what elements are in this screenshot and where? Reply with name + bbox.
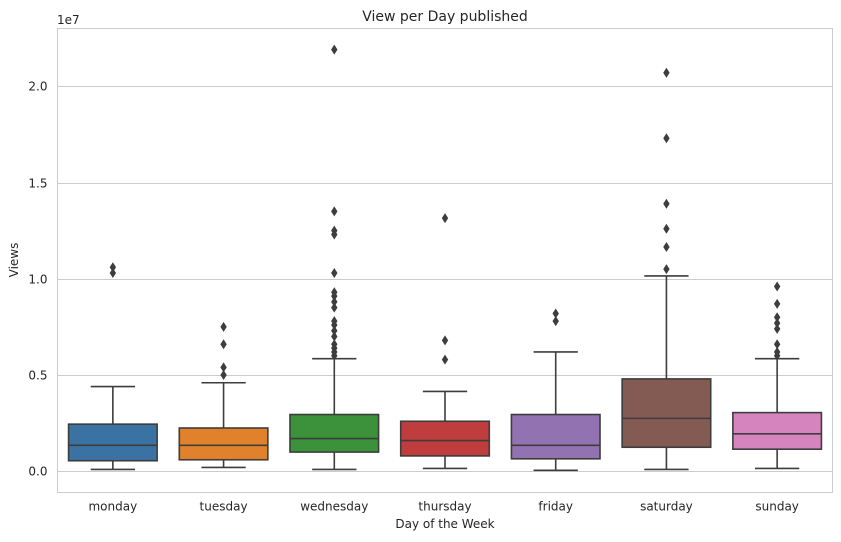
box-iqr [621,378,712,449]
outlier-point [331,296,338,307]
box-iqr [289,413,380,453]
x-axis-label: Day of the Week [395,517,494,531]
box-group-friday [510,308,601,472]
outlier-point [663,264,670,275]
y-tick-label: 0.5 [28,369,47,383]
outlier-point [331,325,338,336]
outlier-point [220,370,227,381]
outlier-point [773,298,781,309]
x-tick-label: tuesday [200,500,248,514]
y-axis-ticks: 0.0 0.5 1.0 1.5 2.0 [28,80,47,479]
box-iqr [732,411,823,450]
box-group-saturday [621,67,712,471]
x-tick-label: friday [538,500,573,514]
outlier-point [663,133,670,144]
outlier-point [663,223,670,234]
x-tick-label: saturday [640,500,693,514]
outlier-point [331,44,338,55]
outlier-point [109,262,117,273]
outlier-point [773,318,781,329]
outlier-point [663,67,670,78]
y-tick-label: 2.0 [28,80,47,94]
grid-lines [57,86,833,472]
outlier-point [331,316,338,327]
outlier-point [220,321,227,332]
outlier-point [220,362,227,373]
x-tick-label: sunday [755,500,799,514]
box-iqr [178,427,269,461]
box-group-thursday [399,213,491,470]
outlier-point [773,312,781,323]
box-group-monday [67,262,158,471]
x-tick-label: wednesday [300,500,368,514]
outlier-point [663,242,670,253]
outlier-point [331,302,338,313]
box-iqr [67,423,158,462]
outlier-point [331,339,338,350]
outlier-point [441,213,449,224]
outlier-point [331,331,338,342]
box-group-wednesday [289,44,380,471]
outlier-point [441,335,449,346]
outlier-point [331,206,338,217]
x-tick-label: monday [88,500,137,514]
plot-area-frame [57,28,833,493]
outlier-point [331,268,338,279]
outlier-point [552,316,559,327]
outlier-point [663,198,670,209]
y-axis-label: Views [7,243,21,278]
outlier-point [773,339,781,350]
y-tick-label: 0.0 [28,465,47,479]
outlier-point [441,354,449,365]
outlier-point [773,323,781,334]
outlier-point [773,281,781,292]
box-series [67,44,823,472]
outlier-point [220,339,227,350]
outlier-point [773,346,781,357]
y-offset-text: 1e7 [57,13,80,27]
chart-title: View per Day published [362,9,528,25]
outlier-point [331,225,338,236]
box-group-sunday [732,281,823,470]
box-iqr [399,420,491,457]
outlier-point [331,287,338,298]
outlier-point [109,268,117,279]
y-tick-label: 1.0 [28,273,47,287]
x-axis-ticks: monday tuesday wednesday thursday friday satu… [88,500,798,514]
outlier-point [552,308,559,319]
y-tick-label: 1.5 [28,177,47,191]
x-tick-label: thursday [418,500,471,514]
box-iqr [510,413,601,460]
box-group-tuesday [178,321,269,469]
